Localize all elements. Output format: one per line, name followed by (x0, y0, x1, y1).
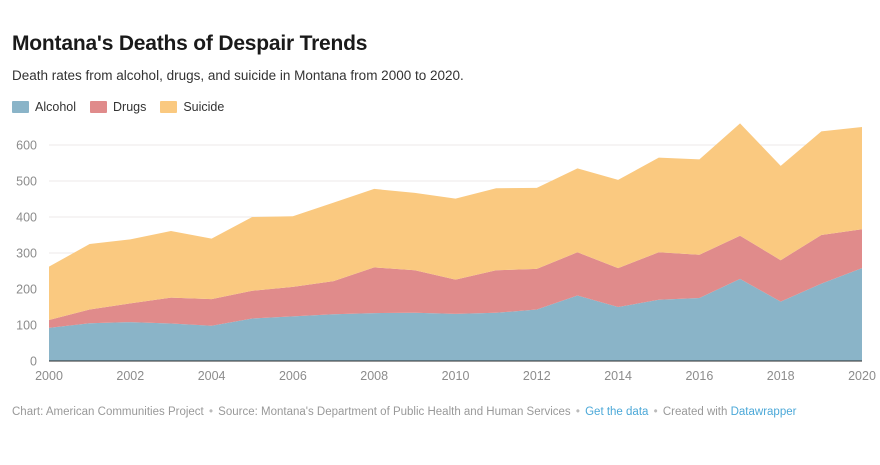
footer-separator-3: • (653, 406, 658, 418)
x-axis-tick-label: 2008 (360, 369, 388, 383)
footer-chart-credit: Chart: American Communities Project (12, 406, 204, 418)
x-axis-tick-label: 2012 (523, 369, 551, 383)
plot-area: 0 100 200 300 400 500 600 2000 2002 2004 2006 2008 2… (0, 120, 880, 395)
legend-label: Suicide (183, 100, 225, 114)
y-axis-tick-label: 200 (16, 283, 37, 297)
x-axis-tick-label: 2018 (767, 369, 795, 383)
chart-legend: Alcohol Drugs Suicide (12, 99, 224, 115)
legend-label: Drugs (113, 100, 147, 114)
chart-subtitle: Death rates from alcohol, drugs, and sui… (12, 68, 464, 83)
legend-item-drugs[interactable]: Drugs (90, 99, 146, 115)
datawrapper-link[interactable]: Datawrapper (730, 406, 797, 418)
area-series-drugs (49, 229, 862, 328)
chart-footer: Chart: American Communities Project • So… (12, 406, 796, 418)
y-axis-tick-label: 100 (16, 319, 37, 333)
x-axis-tick-label: 2010 (442, 369, 470, 383)
footer-created-with: Created with (662, 406, 728, 418)
x-axis-tick-label: 2014 (604, 369, 632, 383)
footer-separator-2: • (575, 406, 580, 418)
x-axis-tick-label: 2006 (279, 369, 307, 383)
legend-swatch-alcohol (12, 101, 29, 113)
x-axis-tick-label: 2000 (35, 369, 63, 383)
legend-swatch-drugs (90, 101, 107, 113)
y-axis-tick-label: 600 (16, 139, 37, 153)
area-series-suicide (49, 123, 862, 320)
area-series-alcohol (49, 268, 862, 361)
get-the-data-link[interactable]: Get the data (585, 406, 649, 418)
page-title: Montana's Deaths of Despair Trends (12, 32, 368, 55)
footer-separator-1: • (208, 406, 213, 418)
y-axis-tick-label: 400 (16, 211, 37, 225)
x-axis-tick-label: 2020 (848, 369, 876, 383)
y-axis-tick-label: 300 (16, 247, 37, 261)
x-axis-tick-label: 2002 (116, 369, 144, 383)
legend-swatch-suicide (160, 101, 178, 113)
legend-item-suicide[interactable]: Suicide (160, 99, 224, 115)
y-axis-tick-label: 0 (30, 355, 37, 369)
legend-item-alcohol[interactable]: Alcohol (12, 99, 76, 115)
stacked-area-chart: 0 100 200 300 400 500 600 2000 2002 2004 2006 2008 2… (16, 123, 876, 383)
y-axis-tick-label: 500 (16, 175, 37, 189)
footer-source: Source: Montana's Department of Public H… (218, 406, 571, 418)
x-axis-tick-label: 2004 (198, 369, 226, 383)
legend-label: Alcohol (35, 100, 76, 114)
x-axis-tick-label: 2016 (685, 369, 713, 383)
